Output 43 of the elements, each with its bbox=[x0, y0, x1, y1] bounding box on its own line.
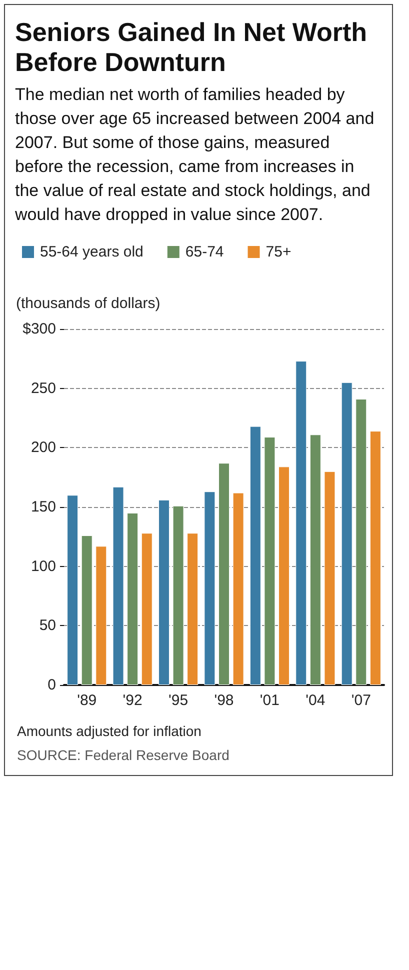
y-tick-label: 200 bbox=[30, 439, 56, 456]
legend-label: 75+ bbox=[266, 244, 292, 260]
bar bbox=[341, 382, 352, 685]
bar bbox=[141, 533, 152, 685]
bar bbox=[81, 535, 92, 685]
y-tick-label: 250 bbox=[30, 380, 56, 397]
x-tick-label: '07 bbox=[351, 692, 371, 709]
bar bbox=[187, 533, 198, 685]
bar bbox=[296, 361, 307, 685]
x-tick-label: '01 bbox=[260, 692, 280, 709]
y-tick-label: 0 bbox=[48, 676, 56, 694]
y-axis-title: (thousands of dollars) bbox=[16, 295, 160, 312]
source-note: SOURCE: Federal Reserve Board bbox=[17, 746, 230, 765]
bar bbox=[324, 471, 336, 685]
bar bbox=[112, 486, 124, 685]
chart-subtitle: The median net worth of families headed by those over age 65 increased between 2004 and 2007. But some of those gains, measured before the recession, came from increases in the value of real estate and stock holdings, and would have dropped in value since 2007. bbox=[15, 84, 376, 226]
bar bbox=[310, 434, 321, 685]
x-tick-label: '98 bbox=[214, 692, 234, 709]
bar bbox=[96, 546, 107, 685]
y-tick-label: 50 bbox=[39, 617, 56, 634]
y-tick-label: 150 bbox=[30, 498, 56, 516]
legend-label: 65-74 bbox=[185, 244, 224, 260]
x-tick-label: '04 bbox=[306, 692, 326, 709]
chart-title: Seniors Gained In Net Worth Before Downturn bbox=[15, 17, 368, 77]
bar bbox=[264, 436, 276, 685]
bar bbox=[370, 431, 381, 685]
legend-label: 55-64 years old bbox=[40, 244, 144, 260]
bar bbox=[158, 500, 170, 685]
bar bbox=[232, 492, 244, 685]
y-tick-label: 100 bbox=[30, 558, 56, 575]
x-tick-label: '95 bbox=[168, 692, 188, 709]
y-tick-label: $300 bbox=[22, 320, 56, 338]
bar bbox=[278, 466, 290, 685]
text: Amounts adjusted for inflation bbox=[17, 722, 202, 741]
x-tick-label: '89 bbox=[77, 692, 97, 709]
bar bbox=[356, 399, 367, 685]
x-tick-label: '92 bbox=[122, 692, 142, 709]
bar bbox=[127, 512, 138, 685]
bar bbox=[172, 506, 184, 685]
bar bbox=[250, 426, 261, 685]
bar bbox=[218, 463, 230, 685]
bar bbox=[67, 495, 78, 685]
bar bbox=[204, 492, 216, 685]
